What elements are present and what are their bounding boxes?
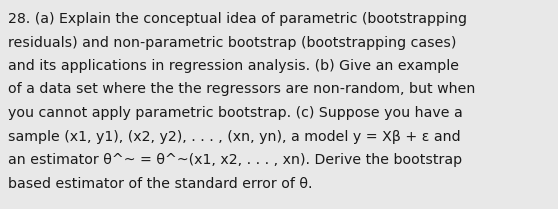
Text: sample (x1, y1), (x2, y2), . . . , (xn, yn), a model y = Xβ + ε and: sample (x1, y1), (x2, y2), . . . , (xn, … (8, 130, 460, 144)
Text: and its applications in regression analysis. (b) Give an example: and its applications in regression analy… (8, 59, 459, 73)
Text: of a data set where the the regressors are non-random, but when: of a data set where the the regressors a… (8, 83, 475, 97)
Text: you cannot apply parametric bootstrap. (c) Suppose you have a: you cannot apply parametric bootstrap. (… (8, 106, 463, 120)
Text: an estimator θ^~ = θ^~(x1, x2, . . . , xn). Derive the bootstrap: an estimator θ^~ = θ^~(x1, x2, . . . , x… (8, 153, 462, 167)
Text: based estimator of the standard error of θ.: based estimator of the standard error of… (8, 176, 312, 190)
Text: residuals) and non-parametric bootstrap (bootstrapping cases): residuals) and non-parametric bootstrap … (8, 36, 456, 50)
Text: 28. (a) Explain the conceptual idea of parametric (bootstrapping: 28. (a) Explain the conceptual idea of p… (8, 12, 467, 26)
